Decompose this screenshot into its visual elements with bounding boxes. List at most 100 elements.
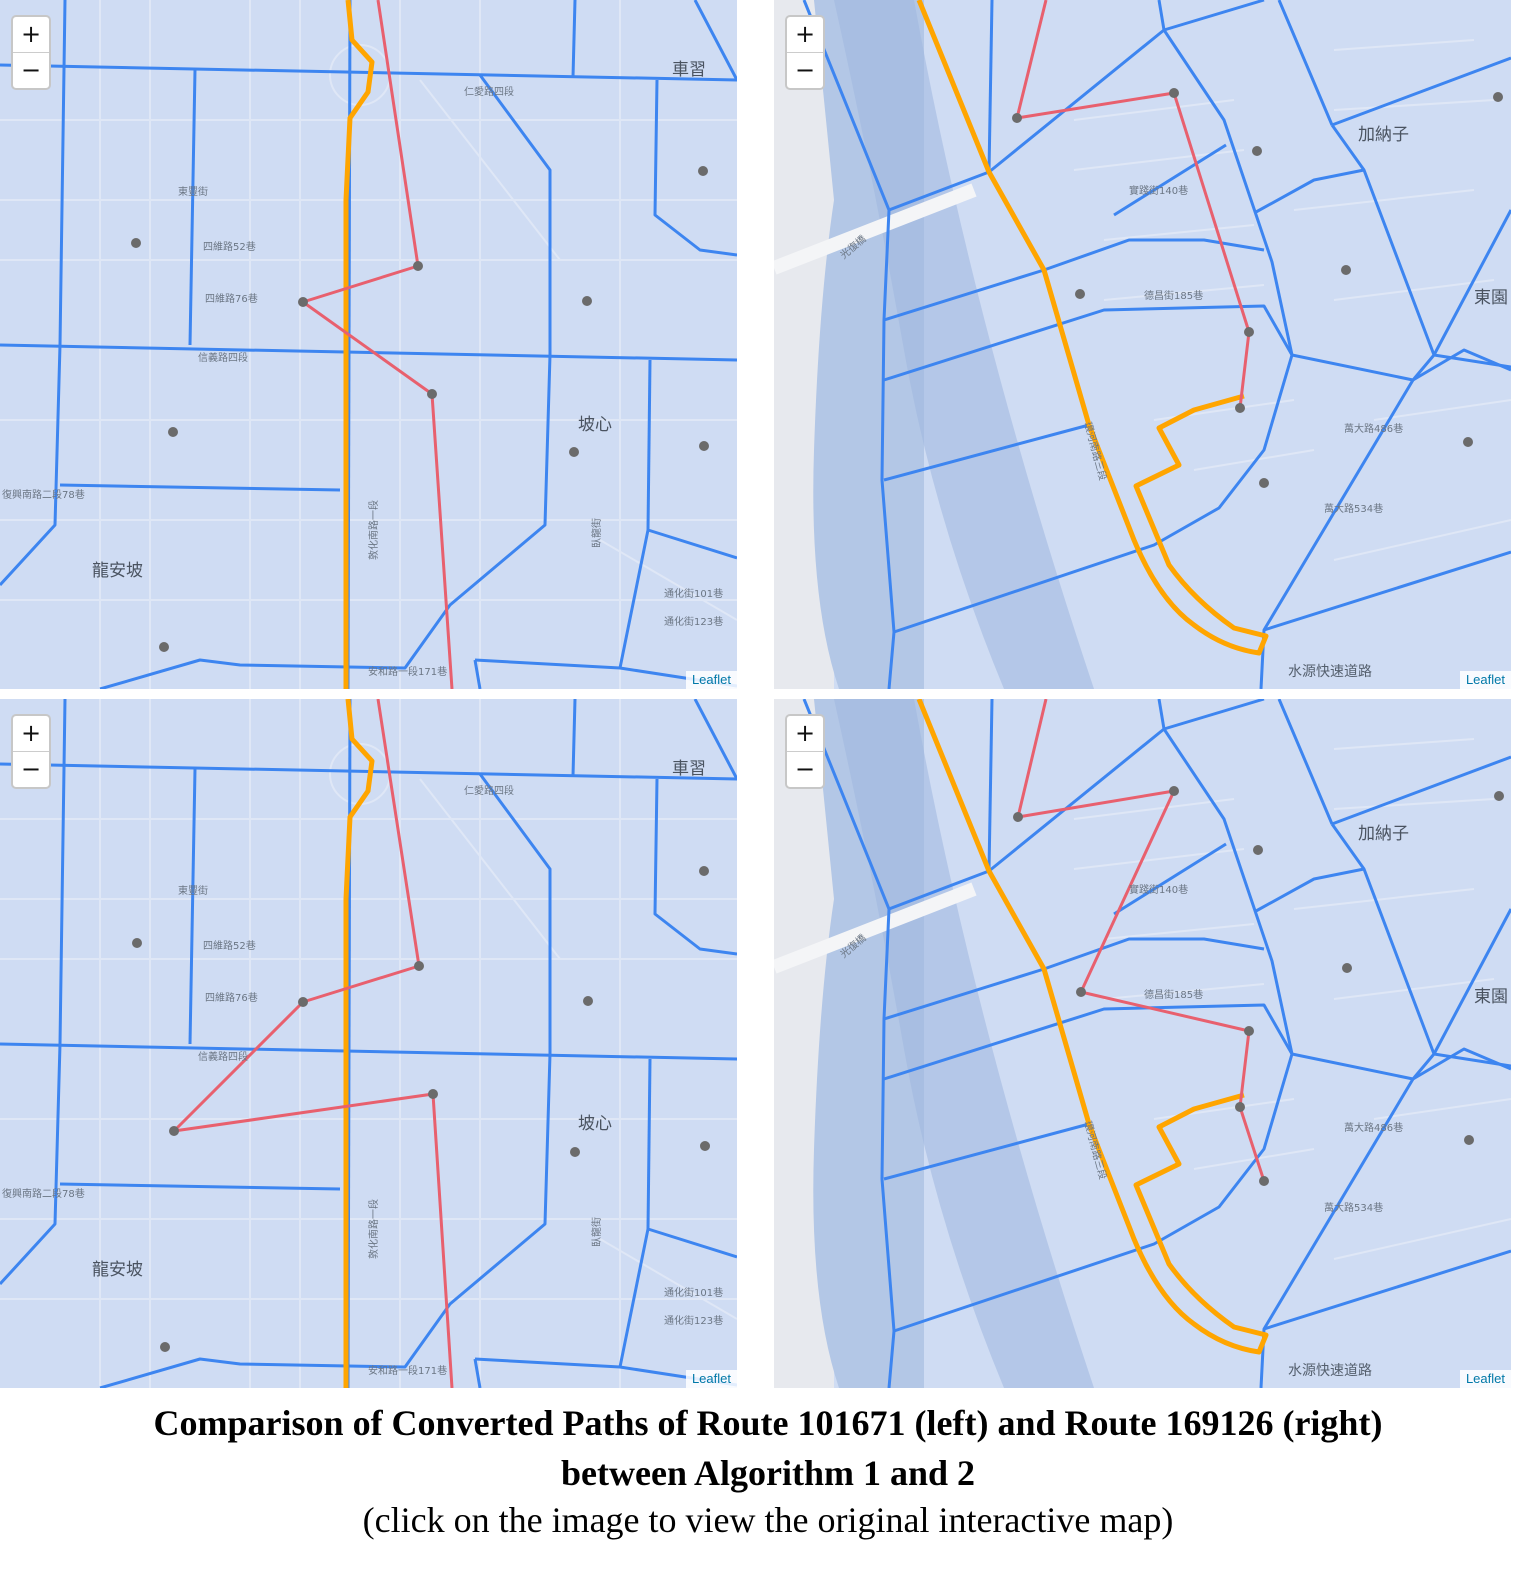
block-boundaries	[802, 699, 1511, 1388]
zoom-out-button[interactable]: −	[13, 751, 49, 787]
zoom-in-button[interactable]: +	[20, 719, 42, 747]
trajectory-point	[698, 166, 708, 176]
trajectory-point	[1253, 845, 1263, 855]
trajectory-point	[570, 1147, 580, 1157]
map-label: 信義路四段	[198, 353, 248, 364]
map-route-101671-algorithm-1[interactable]: 車習 坡心 龍安坡 東豐街 信義路四段 四維路52巷 四維路76巷 復興南路二段…	[0, 0, 737, 689]
map-canvas[interactable]	[0, 699, 737, 1388]
map-label: 實踐街140巷	[1129, 885, 1189, 896]
map-label: 敦化南路一段	[369, 1199, 380, 1259]
converted-path[interactable]	[301, 0, 454, 689]
zoom-control: + −	[11, 15, 51, 90]
trajectory-points	[1013, 786, 1504, 1186]
figure-caption-note[interactable]: (click on the image to view the original…	[362, 1500, 1174, 1540]
map-label: 敦化南路一段	[369, 500, 380, 560]
trajectory-point	[132, 938, 142, 948]
map-label: 萬大路486巷	[1344, 424, 1404, 435]
trajectory-point	[159, 642, 169, 652]
trajectory-point	[1259, 1176, 1269, 1186]
map-label: 臥龍街	[592, 1217, 603, 1247]
street-grid	[1073, 738, 1511, 1260]
map-label: 加納子	[1358, 125, 1409, 145]
river-channel	[834, 0, 1094, 689]
zoom-out-button[interactable]: −	[787, 52, 823, 88]
map-canvas[interactable]	[774, 0, 1511, 689]
map-label: 仁愛路四段	[464, 786, 514, 797]
map-label: 通化街123巷	[664, 1316, 724, 1327]
map-label: 萬大路534巷	[1324, 504, 1384, 515]
map-label: 加納子	[1358, 824, 1409, 844]
map-label: 車習	[672, 60, 706, 80]
trajectory-point	[1235, 1102, 1245, 1112]
trajectory-point	[131, 238, 141, 248]
trajectory-point	[1076, 987, 1086, 997]
trajectory-point	[169, 1126, 179, 1136]
map-label: 德昌街185巷	[1144, 291, 1204, 302]
map-label: 臥龍街	[592, 518, 603, 548]
map-label: 龍安坡	[92, 561, 143, 581]
leaflet-attribution-link[interactable]: Leaflet	[685, 671, 737, 689]
trajectory-point	[414, 961, 424, 971]
block-boundaries	[0, 0, 737, 689]
zoom-out-button[interactable]: −	[787, 751, 823, 787]
map-label: 坡心	[578, 415, 612, 435]
trajectory-point	[569, 447, 579, 457]
trajectory-point	[1342, 963, 1352, 973]
trajectory-point	[582, 296, 592, 306]
trajectory-point	[1244, 327, 1254, 337]
street-grid	[1073, 39, 1511, 561]
trajectory-point	[1169, 88, 1179, 98]
converted-path[interactable]	[172, 699, 454, 1388]
original-route-path[interactable]	[343, 699, 375, 1388]
map-label: 東豐街	[178, 187, 208, 198]
bridge	[774, 183, 977, 275]
map-label: 安和路一段171巷	[368, 1366, 448, 1377]
trajectory-point	[1464, 1135, 1474, 1145]
trajectory-point	[298, 997, 308, 1007]
map-route-101671-algorithm-2[interactable]: 車習 坡心 龍安坡 東豐街 信義路四段 四維路52巷 四維路76巷 復興南路二段…	[0, 699, 737, 1388]
trajectory-point	[413, 261, 423, 271]
leaflet-attribution-link[interactable]: Leaflet	[685, 1370, 737, 1388]
map-label: 實踐街140巷	[1129, 186, 1189, 197]
trajectory-point	[699, 866, 709, 876]
leaflet-attribution-link[interactable]: Leaflet	[1459, 671, 1511, 689]
map-label: 水源快速道路	[1288, 1363, 1372, 1379]
trajectory-point	[428, 1089, 438, 1099]
trajectory-point	[699, 441, 709, 451]
map-canvas[interactable]	[774, 699, 1511, 1388]
map-label: 東園	[1474, 987, 1508, 1007]
street-grid	[0, 699, 737, 1388]
map-label: 德昌街185巷	[1144, 990, 1204, 1001]
map-label: 通化街123巷	[664, 617, 724, 628]
original-route-path[interactable]	[916, 0, 1269, 656]
trajectory-point	[583, 996, 593, 1006]
trajectory-point	[160, 1342, 170, 1352]
map-label: 龍安坡	[92, 1260, 143, 1280]
trajectory-point	[427, 389, 437, 399]
zoom-control: + −	[11, 714, 51, 789]
leaflet-attribution-link[interactable]: Leaflet	[1459, 1370, 1511, 1388]
zoom-out-button[interactable]: −	[13, 52, 49, 88]
trajectory-point	[1235, 403, 1245, 413]
trajectory-point	[1013, 812, 1023, 822]
map-route-169126-algorithm-2[interactable]: 加納子 東園 光復橋 水源快速道路 萬大路486巷 萬大路534巷 實踐街140…	[774, 699, 1511, 1388]
zoom-in-button[interactable]: +	[20, 20, 42, 48]
zoom-in-button[interactable]: +	[794, 20, 816, 48]
zoom-control: + −	[785, 714, 825, 789]
trajectory-point	[1463, 437, 1473, 447]
block-boundaries	[802, 0, 1511, 689]
map-label: 通化街101巷	[664, 1288, 724, 1299]
map-label: 通化街101巷	[664, 589, 724, 600]
original-route-path[interactable]	[343, 0, 375, 689]
map-label: 東豐街	[178, 886, 208, 897]
trajectory-point	[1494, 791, 1504, 801]
zoom-in-button[interactable]: +	[794, 719, 816, 747]
map-label: 坡心	[578, 1114, 612, 1134]
trajectory-point	[1012, 113, 1022, 123]
map-route-169126-algorithm-1[interactable]: 加納子 東園 光復橋 水源快速道路 萬大路486巷 萬大路534巷 實踐街140…	[774, 0, 1511, 689]
map-label: 復興南路二段78巷	[2, 490, 85, 501]
original-route-path[interactable]	[916, 699, 1269, 1355]
trajectory-points	[132, 866, 710, 1352]
map-canvas[interactable]	[0, 0, 737, 689]
map-label: 復興南路二段78巷	[2, 1189, 85, 1200]
